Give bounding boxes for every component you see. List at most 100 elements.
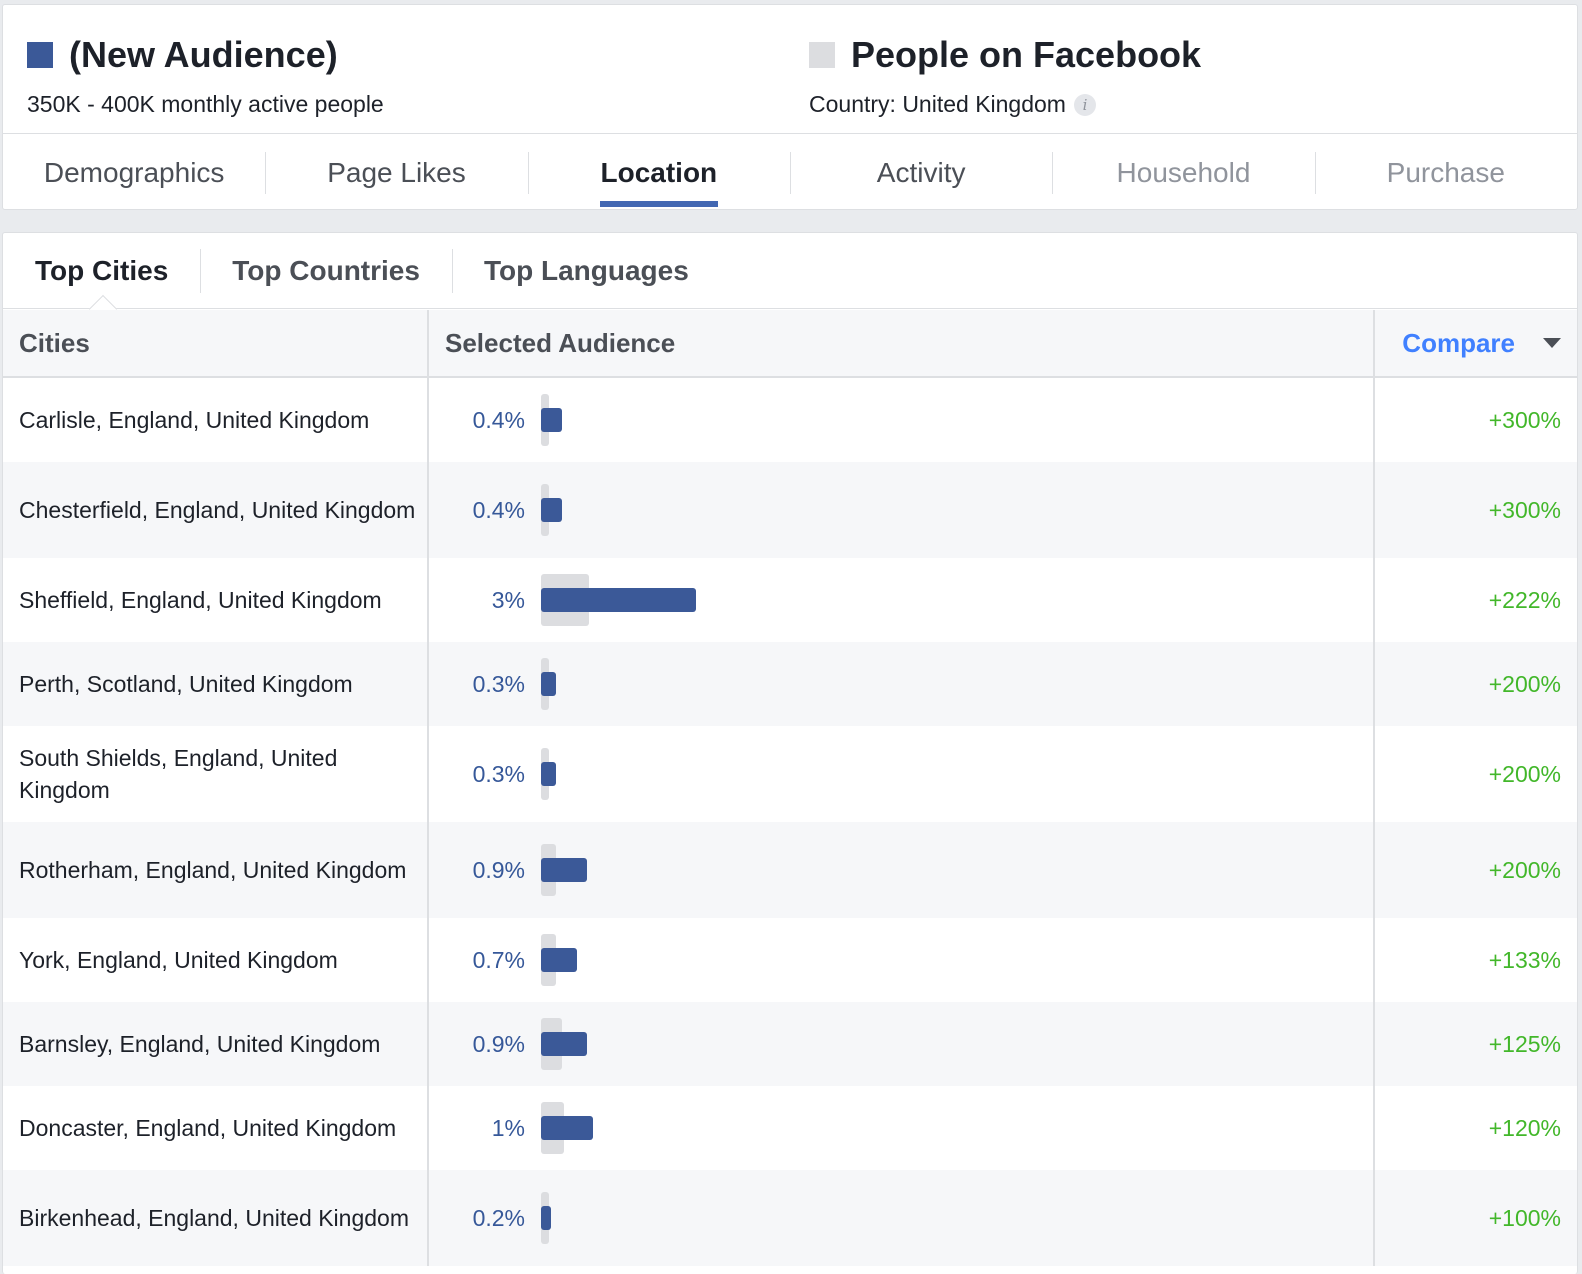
insights-tabs: Demographics Page Likes Location Activity Ho… [3, 133, 1577, 211]
city-name: South Shields, England, United Kingdom [3, 726, 429, 822]
table-row: Doncaster, England, United Kingdom 1% +120… [3, 1086, 1577, 1170]
compare-value: +125% [1488, 1030, 1561, 1057]
city-name: Birkenhead, England, United Kingdom [3, 1170, 429, 1266]
tab-purchase[interactable]: Purchase [1314, 134, 1577, 211]
tab-label: Demographics [43, 156, 225, 188]
audience-percent: 0.3% [472, 670, 525, 697]
city-name: York, England, United Kingdom [3, 918, 429, 1002]
city-name: Barnsley, England, United Kingdom [3, 1002, 429, 1086]
selected-audience-legend: (New Audience) 350K - 400K monthly activ… [27, 33, 384, 118]
selected-audience-bar[interactable] [541, 762, 557, 786]
selected-audience-bar[interactable] [541, 408, 562, 432]
audience-cell: 0.9% [429, 822, 1375, 918]
baseline-name: People on Facebook [851, 34, 1202, 75]
city-name: Rotherham, England, United Kingdom [3, 822, 429, 918]
table-header: Cities Selected Audience Compare [3, 310, 1577, 378]
table-row: Sheffield, England, United Kingdom 3% +222… [3, 558, 1577, 642]
audience-percent: 3% [491, 586, 525, 613]
active-tab-indicator [599, 201, 718, 207]
audience-cell: 0.3% [429, 642, 1375, 726]
table-row: Birkenhead, England, United Kingdom 0.2% +… [3, 1170, 1577, 1266]
baseline-color-swatch [809, 42, 835, 68]
table-body: Carlisle, England, United Kingdom 0.4% +30… [3, 378, 1577, 1266]
compare-value: +133% [1488, 946, 1561, 973]
tab-label: Activity [876, 156, 966, 188]
audience-cell: 1% [429, 1086, 1375, 1170]
table-row: Barnsley, England, United Kingdom 0.9% +12… [3, 1002, 1577, 1086]
selected-audience-bar[interactable] [541, 1032, 588, 1056]
tab-page-likes[interactable]: Page Likes [265, 134, 527, 211]
baseline-legend: People on Facebook Country: United Kingd… [809, 33, 1201, 118]
city-name: Perth, Scotland, United Kingdom [3, 642, 429, 726]
audience-percent: 0.9% [472, 856, 525, 883]
compare-value: +300% [1488, 406, 1561, 433]
baseline-country-text: Country: United Kingdom [809, 91, 1066, 117]
selected-audience-bar[interactable] [541, 1116, 593, 1140]
table-row: Carlisle, England, United Kingdom 0.4% +30… [3, 378, 1577, 462]
audience-bar-group [541, 642, 941, 726]
tab-label: Page Likes [327, 156, 466, 188]
cities-table: Cities Selected Audience Compare Carlisl… [3, 310, 1577, 1266]
audience-bar-group [541, 918, 941, 1002]
selected-audience-bar[interactable] [541, 948, 578, 972]
tab-label: Location [600, 156, 718, 188]
compare-value: +300% [1488, 496, 1561, 523]
compare-value: +120% [1488, 1114, 1561, 1141]
compare-label: Compare [1402, 327, 1515, 358]
table-row: Chesterfield, England, United Kingdom 0.4… [3, 462, 1577, 558]
audience-bar-group [541, 822, 941, 918]
audience-bar-group [541, 558, 941, 642]
city-name: Chesterfield, England, United Kingdom [3, 462, 429, 558]
baseline-title: People on Facebook [809, 33, 1201, 77]
audience-bar-group [541, 378, 941, 462]
compare-value: +200% [1488, 670, 1561, 697]
selected-audience-size: 350K - 400K monthly active people [27, 91, 384, 117]
info-icon[interactable]: i [1073, 93, 1096, 116]
location-panel: Top Cities Top Countries Top Languages Cit… [2, 232, 1578, 1274]
audience-bar-group [541, 1086, 941, 1170]
subtab-top-cities[interactable]: Top Cities [35, 254, 169, 286]
subtab-top-countries[interactable]: Top Countries [200, 248, 452, 293]
audience-cell: 0.2% [429, 1170, 1375, 1266]
audience-percent: 0.7% [472, 946, 525, 973]
audience-percent: 0.4% [472, 406, 525, 433]
audience-percent: 0.4% [472, 496, 525, 523]
tab-activity[interactable]: Activity [789, 134, 1052, 211]
column-header-cities[interactable]: Cities [3, 310, 429, 376]
selected-audience-bar[interactable] [541, 588, 696, 612]
audience-cell: 3% [429, 558, 1375, 642]
selected-audience-bar[interactable] [541, 1206, 552, 1230]
selected-audience-name: (New Audience) [69, 34, 338, 75]
selected-audience-bar[interactable] [541, 858, 588, 882]
city-name: Doncaster, England, United Kingdom [3, 1086, 429, 1170]
table-row: South Shields, England, United Kingdom 0.… [3, 726, 1577, 822]
tab-demographics[interactable]: Demographics [3, 134, 265, 211]
column-header-selected-audience[interactable]: Selected Audience [429, 310, 1375, 376]
audience-bar-group [541, 726, 941, 822]
selected-audience-title: (New Audience) [27, 33, 384, 77]
table-row: Perth, Scotland, United Kingdom 0.3% +200% [3, 642, 1577, 726]
audience-bar-group [541, 1170, 941, 1266]
audience-percent: 1% [491, 1114, 525, 1141]
selected-audience-bar[interactable] [541, 672, 557, 696]
city-name: Carlisle, England, United Kingdom [3, 378, 429, 462]
audience-percent: 0.3% [472, 760, 525, 787]
audience-percent: 0.2% [472, 1204, 525, 1231]
city-name: Sheffield, England, United Kingdom [3, 558, 429, 642]
tab-location[interactable]: Location [527, 134, 790, 211]
selected-audience-bar[interactable] [541, 498, 562, 522]
compare-dropdown[interactable]: Compare [1375, 310, 1577, 376]
audience-cell: 0.9% [429, 1002, 1375, 1086]
baseline-country: Country: United Kingdom i [809, 91, 1201, 118]
audience-cell: 0.4% [429, 378, 1375, 462]
subtab-top-languages[interactable]: Top Languages [451, 248, 721, 293]
tab-label: Purchase [1386, 156, 1505, 188]
compare-value: +100% [1488, 1204, 1561, 1231]
audience-bar-group [541, 462, 941, 558]
tab-household[interactable]: Household [1052, 134, 1314, 211]
audience-percent: 0.9% [472, 1030, 525, 1057]
audience-cell: 0.4% [429, 462, 1375, 558]
audience-header-card: (New Audience) 350K - 400K monthly activ… [2, 4, 1578, 210]
table-row: Rotherham, England, United Kingdom 0.9% +2… [3, 822, 1577, 918]
compare-value: +222% [1488, 586, 1561, 613]
